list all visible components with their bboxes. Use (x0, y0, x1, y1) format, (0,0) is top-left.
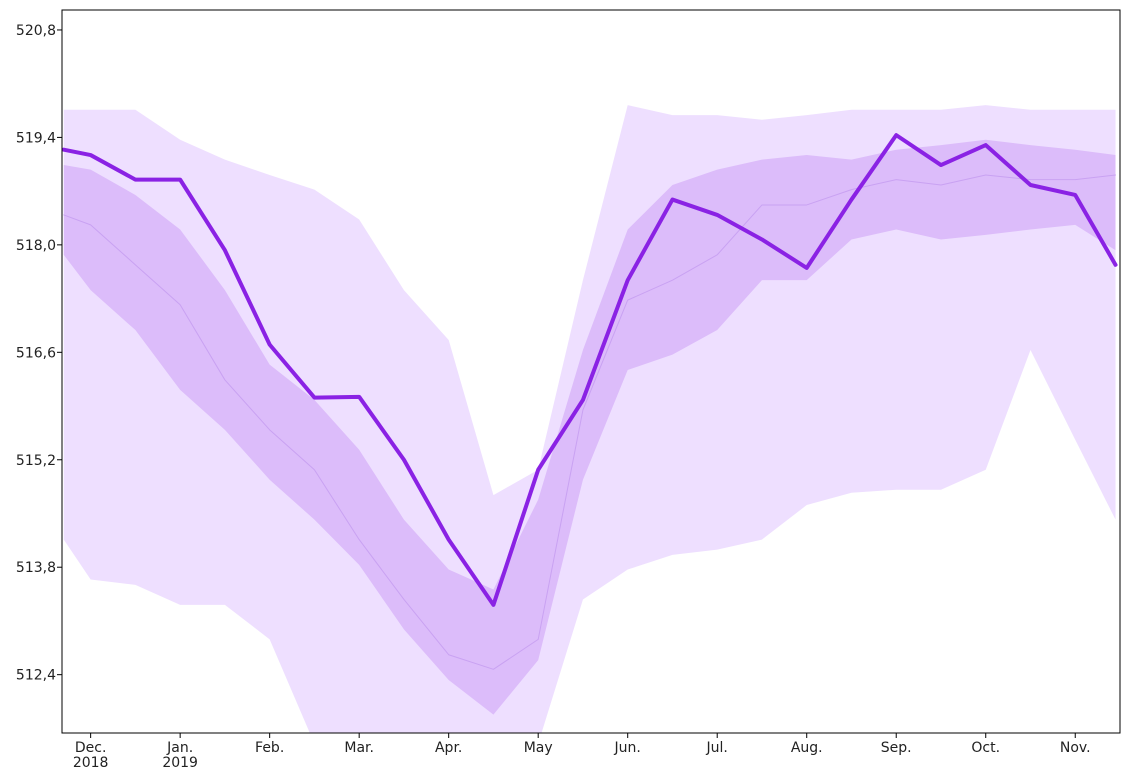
x-tick-label: Jan. 2019 (162, 740, 198, 771)
x-tick-label: Jul. (706, 740, 728, 756)
y-tick-label: 518,0 (16, 238, 56, 254)
line (63, 174, 1117, 670)
band (63, 139, 1116, 715)
x-tick-label: Sep. (881, 740, 912, 756)
line (62, 133, 1118, 607)
plot-frame (61, 9, 1121, 734)
plot-area (62, 105, 1118, 733)
x-tick-label: May (524, 740, 553, 756)
y-tick-label: 516,6 (16, 345, 56, 361)
x-tick-label: Jun. (614, 740, 641, 756)
x-tick-label: Mar. (344, 740, 374, 756)
axes: 512,4 513,8 515,2 516,6 518,0 519,4 520,8 Dec. 2… (16, 23, 1091, 771)
y-tick-label: 519,4 (16, 130, 56, 146)
y-tick-label: 520,8 (16, 23, 56, 39)
y-tick-label: 515,2 (16, 453, 56, 469)
x-tick-label: Aug. (791, 740, 823, 756)
x-tick-label: Nov. (1060, 740, 1091, 756)
x-tick-label: Feb. (255, 740, 284, 756)
x-tick-label: Dec. 2018 (73, 740, 109, 771)
x-tick-label: Oct. (971, 740, 1000, 756)
x-tick-label: Apr. (435, 740, 462, 756)
y-tick-label: 512,4 (16, 668, 56, 684)
y-tick-label: 513,8 (16, 560, 56, 576)
